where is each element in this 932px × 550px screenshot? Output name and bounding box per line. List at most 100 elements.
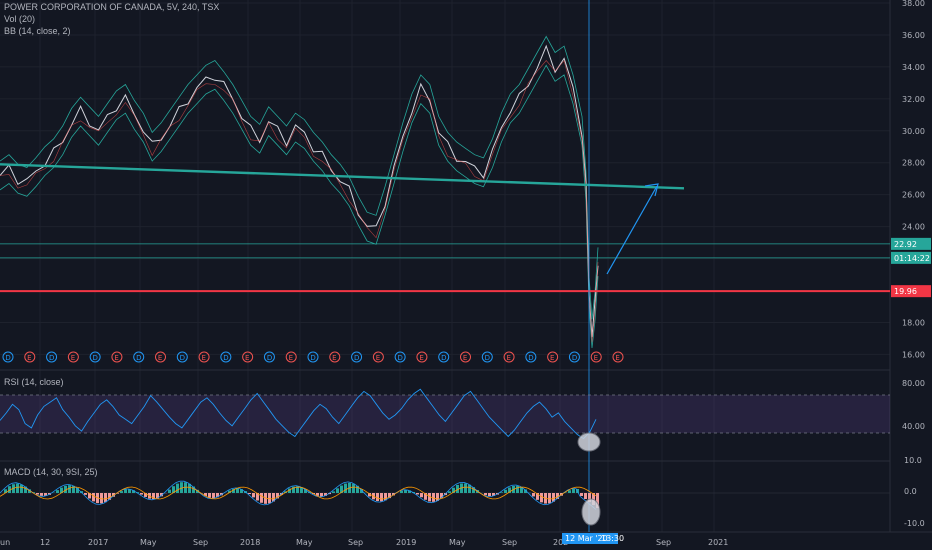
macd-bar <box>108 493 111 500</box>
time-tick-label: May <box>449 538 466 547</box>
trendline[interactable] <box>0 163 685 190</box>
macd-legend[interactable]: MACD (14, 30, 9SI, 25) <box>4 467 98 477</box>
symbol-legend[interactable]: POWER CORPORATION OF CANADA, 5V, 240, TS… <box>4 2 220 12</box>
bb-legend[interactable]: BB (14, close, 2) <box>4 26 71 36</box>
macd-bar <box>508 487 511 493</box>
price-marker-badge <box>891 285 931 298</box>
rsi-band <box>0 395 890 433</box>
macd-bar <box>116 493 119 494</box>
event-marker-icon <box>89 351 101 363</box>
macd-bar <box>376 493 379 502</box>
event-marker-icon <box>481 351 493 363</box>
event-marker-icon <box>438 351 450 363</box>
event-marker-label: E <box>376 354 380 362</box>
macd-bar <box>580 493 583 496</box>
macd-bar <box>436 493 439 501</box>
time-tick-label: Sep <box>193 538 208 547</box>
macd-bar <box>156 493 159 499</box>
macd-tick-label: 0.0 <box>904 487 917 496</box>
event-marker-label: E <box>245 354 249 362</box>
cursor-date-label: 12 Mar '20 <box>565 534 608 543</box>
event-marker-label: D <box>223 354 228 362</box>
event-marker-label: D <box>528 354 533 362</box>
macd-bar <box>240 489 243 493</box>
rsi-series <box>0 388 597 440</box>
price-tick-label: 28.00 <box>902 159 925 168</box>
macd-bar <box>572 488 575 493</box>
macd-bar <box>464 483 467 493</box>
rsi-legend[interactable]: RSI (14, close) <box>4 377 64 387</box>
macd-bar <box>216 493 219 498</box>
macd-bar <box>452 487 455 493</box>
macd-bar <box>180 482 183 493</box>
macd-bar <box>304 489 307 493</box>
macd-bar <box>172 486 175 493</box>
price-tick-label: 16.00 <box>902 350 925 359</box>
macd-bar <box>136 492 139 493</box>
macd-bar <box>208 493 211 498</box>
event-marker-icon <box>155 351 166 363</box>
macd-bar <box>356 485 359 493</box>
volume-legend[interactable]: Vol (20) <box>4 14 36 24</box>
event-marker-icon <box>24 351 36 363</box>
time-tick-label: May <box>296 538 313 547</box>
macd-bar <box>236 488 239 493</box>
macd-bar <box>8 486 11 493</box>
macd-bar <box>20 484 23 493</box>
macd-highlight-circle[interactable] <box>581 498 601 526</box>
macd-bar <box>548 493 551 504</box>
event-marker-label: E <box>419 354 423 362</box>
time-tick-label: Sep <box>502 538 517 547</box>
time-tick-label: 2017 <box>88 538 108 547</box>
macd-bar <box>320 493 323 497</box>
macd-bar <box>56 490 59 493</box>
macd-bar <box>596 493 599 508</box>
macd-bar <box>184 482 187 493</box>
macd-bar <box>4 489 7 493</box>
price-axis[interactable]: 38.00 36.00 34.00 32.00 30.00 28.00 26.00 24.00… <box>902 0 925 359</box>
event-marker-icon <box>133 351 145 363</box>
rsi-axis[interactable]: 80.00 40.00 <box>902 379 925 431</box>
macd-bar <box>448 491 451 493</box>
event-marker-icon <box>111 351 123 363</box>
macd-bar <box>516 485 519 493</box>
macd-bar <box>380 493 383 502</box>
projection-arrow[interactable] <box>606 185 658 275</box>
event-marker-label: E <box>289 354 293 362</box>
macd-bar <box>24 486 27 493</box>
event-marker-icon <box>263 351 275 363</box>
event-marker-label: E <box>463 354 467 362</box>
price-tick-label: 34.00 <box>902 63 925 72</box>
macd-bar <box>324 493 327 496</box>
event-marker-label: E <box>594 354 598 362</box>
macd-bar <box>360 489 363 493</box>
rsi-tick-label: 40.00 <box>902 422 925 431</box>
time-tick-label: 2021 <box>708 538 728 547</box>
macd-bar <box>568 490 571 493</box>
macd-bar <box>536 493 539 500</box>
macd-bar <box>336 488 339 493</box>
time-axis[interactable]: un 12 2017 May Sep 2018 May Sep 2019 May Sep 202 Sep… <box>0 538 728 547</box>
event-marker-icon <box>568 351 580 363</box>
event-marker-label: E <box>201 354 205 362</box>
macd-bar <box>64 485 67 493</box>
macd-bar <box>84 493 87 495</box>
event-marker-icon <box>416 351 428 363</box>
event-marker-label: D <box>310 354 315 362</box>
cursor-date-badge <box>562 533 618 544</box>
macd-bar <box>76 487 79 493</box>
macd-axis[interactable]: 10.0 0.0 -10.0 <box>904 456 925 528</box>
macd-bar <box>140 493 143 495</box>
rsi-highlight-circle[interactable] <box>577 432 601 452</box>
price-tick-label: 32.00 <box>902 95 925 104</box>
macd-bar <box>40 493 43 496</box>
macd-line <box>0 480 597 510</box>
macd-bar <box>388 493 391 499</box>
macd-tick-label: -10.0 <box>904 519 925 528</box>
event-marker-label: E <box>71 354 75 362</box>
event-marker-icon <box>460 351 471 363</box>
macd-bar <box>92 493 95 502</box>
macd-bar <box>104 493 107 503</box>
